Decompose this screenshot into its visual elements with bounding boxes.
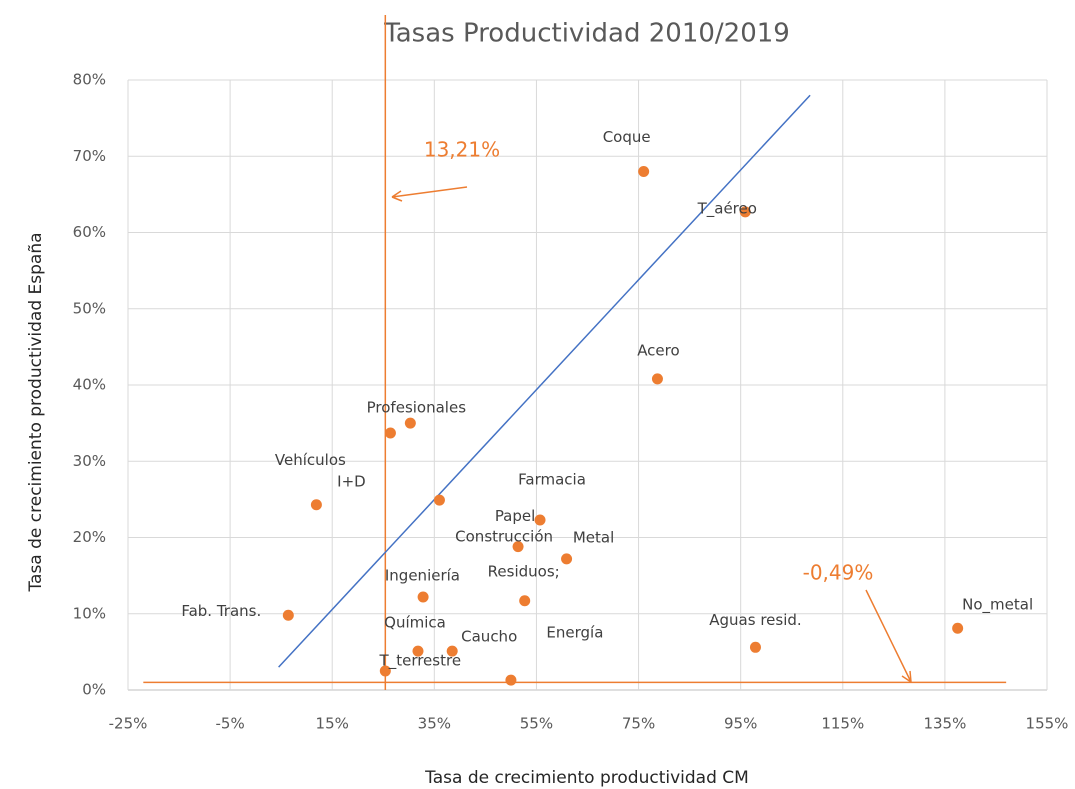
y-tick-label: 10% bbox=[73, 604, 106, 622]
point-label: Fab. Trans. bbox=[181, 602, 261, 620]
data-point bbox=[433, 494, 445, 506]
point-label: Coque bbox=[603, 128, 651, 146]
y-tick-label: 0% bbox=[82, 681, 106, 699]
y-tick-label: 40% bbox=[73, 376, 106, 394]
data-point bbox=[446, 645, 458, 657]
x-tick-label: 155% bbox=[1026, 715, 1069, 733]
y-tick-label: 70% bbox=[73, 147, 106, 165]
data-point bbox=[379, 665, 391, 677]
point-label: Aguas resid. bbox=[709, 611, 801, 629]
data-point bbox=[512, 541, 524, 553]
point-label: Química bbox=[384, 614, 446, 632]
x-tick-label: 115% bbox=[821, 715, 864, 733]
x-axis-title: Tasa de crecimiento productividad CM bbox=[424, 768, 749, 788]
data-point bbox=[638, 166, 650, 177]
data-point bbox=[384, 427, 396, 439]
point-label: Construcción bbox=[455, 527, 553, 545]
data-point bbox=[534, 514, 546, 526]
annotation-arrow bbox=[865, 589, 912, 683]
point-label: I+D bbox=[337, 473, 366, 491]
point-label: Caucho bbox=[461, 628, 517, 646]
point-label: Farmacia bbox=[518, 470, 586, 488]
x-tick-label: 55% bbox=[520, 715, 553, 733]
data-point bbox=[561, 553, 573, 565]
point-label: T_terrestre bbox=[379, 651, 462, 670]
chart-title: Tasas Productividad 2010/2019 bbox=[383, 19, 790, 49]
data-point bbox=[417, 591, 429, 603]
data-point bbox=[412, 645, 424, 657]
y-tick-label: 20% bbox=[73, 528, 106, 546]
point-label: Vehículos bbox=[275, 451, 346, 469]
point-label: Papel bbox=[495, 507, 535, 525]
x-tick-label: 135% bbox=[923, 715, 966, 733]
data-point bbox=[404, 417, 416, 429]
point-label: Metal bbox=[573, 528, 614, 546]
y-tick-label: 60% bbox=[73, 223, 106, 241]
data-point bbox=[749, 641, 761, 653]
data-point bbox=[651, 373, 663, 385]
data-point bbox=[282, 609, 294, 621]
data-point bbox=[310, 499, 322, 511]
data-point bbox=[952, 622, 964, 634]
data-point bbox=[739, 206, 751, 218]
point-label: Ingeniería bbox=[385, 567, 460, 585]
point-label: Energía bbox=[546, 624, 603, 642]
x-tick-label: 95% bbox=[724, 715, 757, 733]
x-tick-label: 15% bbox=[316, 715, 349, 733]
y-axis-title: Tasa de crecimiento productividad España bbox=[26, 232, 46, 592]
point-label: No_metal bbox=[962, 596, 1033, 615]
x-tick-label: -25% bbox=[109, 715, 148, 733]
y-tick-label: 30% bbox=[73, 452, 106, 470]
data-point bbox=[505, 674, 517, 686]
x-tick-label: 75% bbox=[622, 715, 655, 733]
data-point bbox=[519, 595, 531, 607]
x-tick-label: -5% bbox=[216, 715, 245, 733]
y-tick-label: 80% bbox=[73, 71, 106, 89]
annotation: -0,49% bbox=[803, 561, 874, 585]
annotation-arrow bbox=[391, 186, 468, 202]
trendline bbox=[278, 94, 811, 668]
point-label: T_aéreo bbox=[697, 199, 757, 218]
y-tick-label: 50% bbox=[73, 299, 106, 317]
point-label: Profesionales bbox=[367, 399, 467, 417]
x-tick-label: 35% bbox=[418, 715, 451, 733]
point-label: Acero bbox=[637, 341, 680, 359]
point-label: Residuos; bbox=[488, 562, 560, 580]
annotation: 13,21% bbox=[424, 138, 500, 162]
